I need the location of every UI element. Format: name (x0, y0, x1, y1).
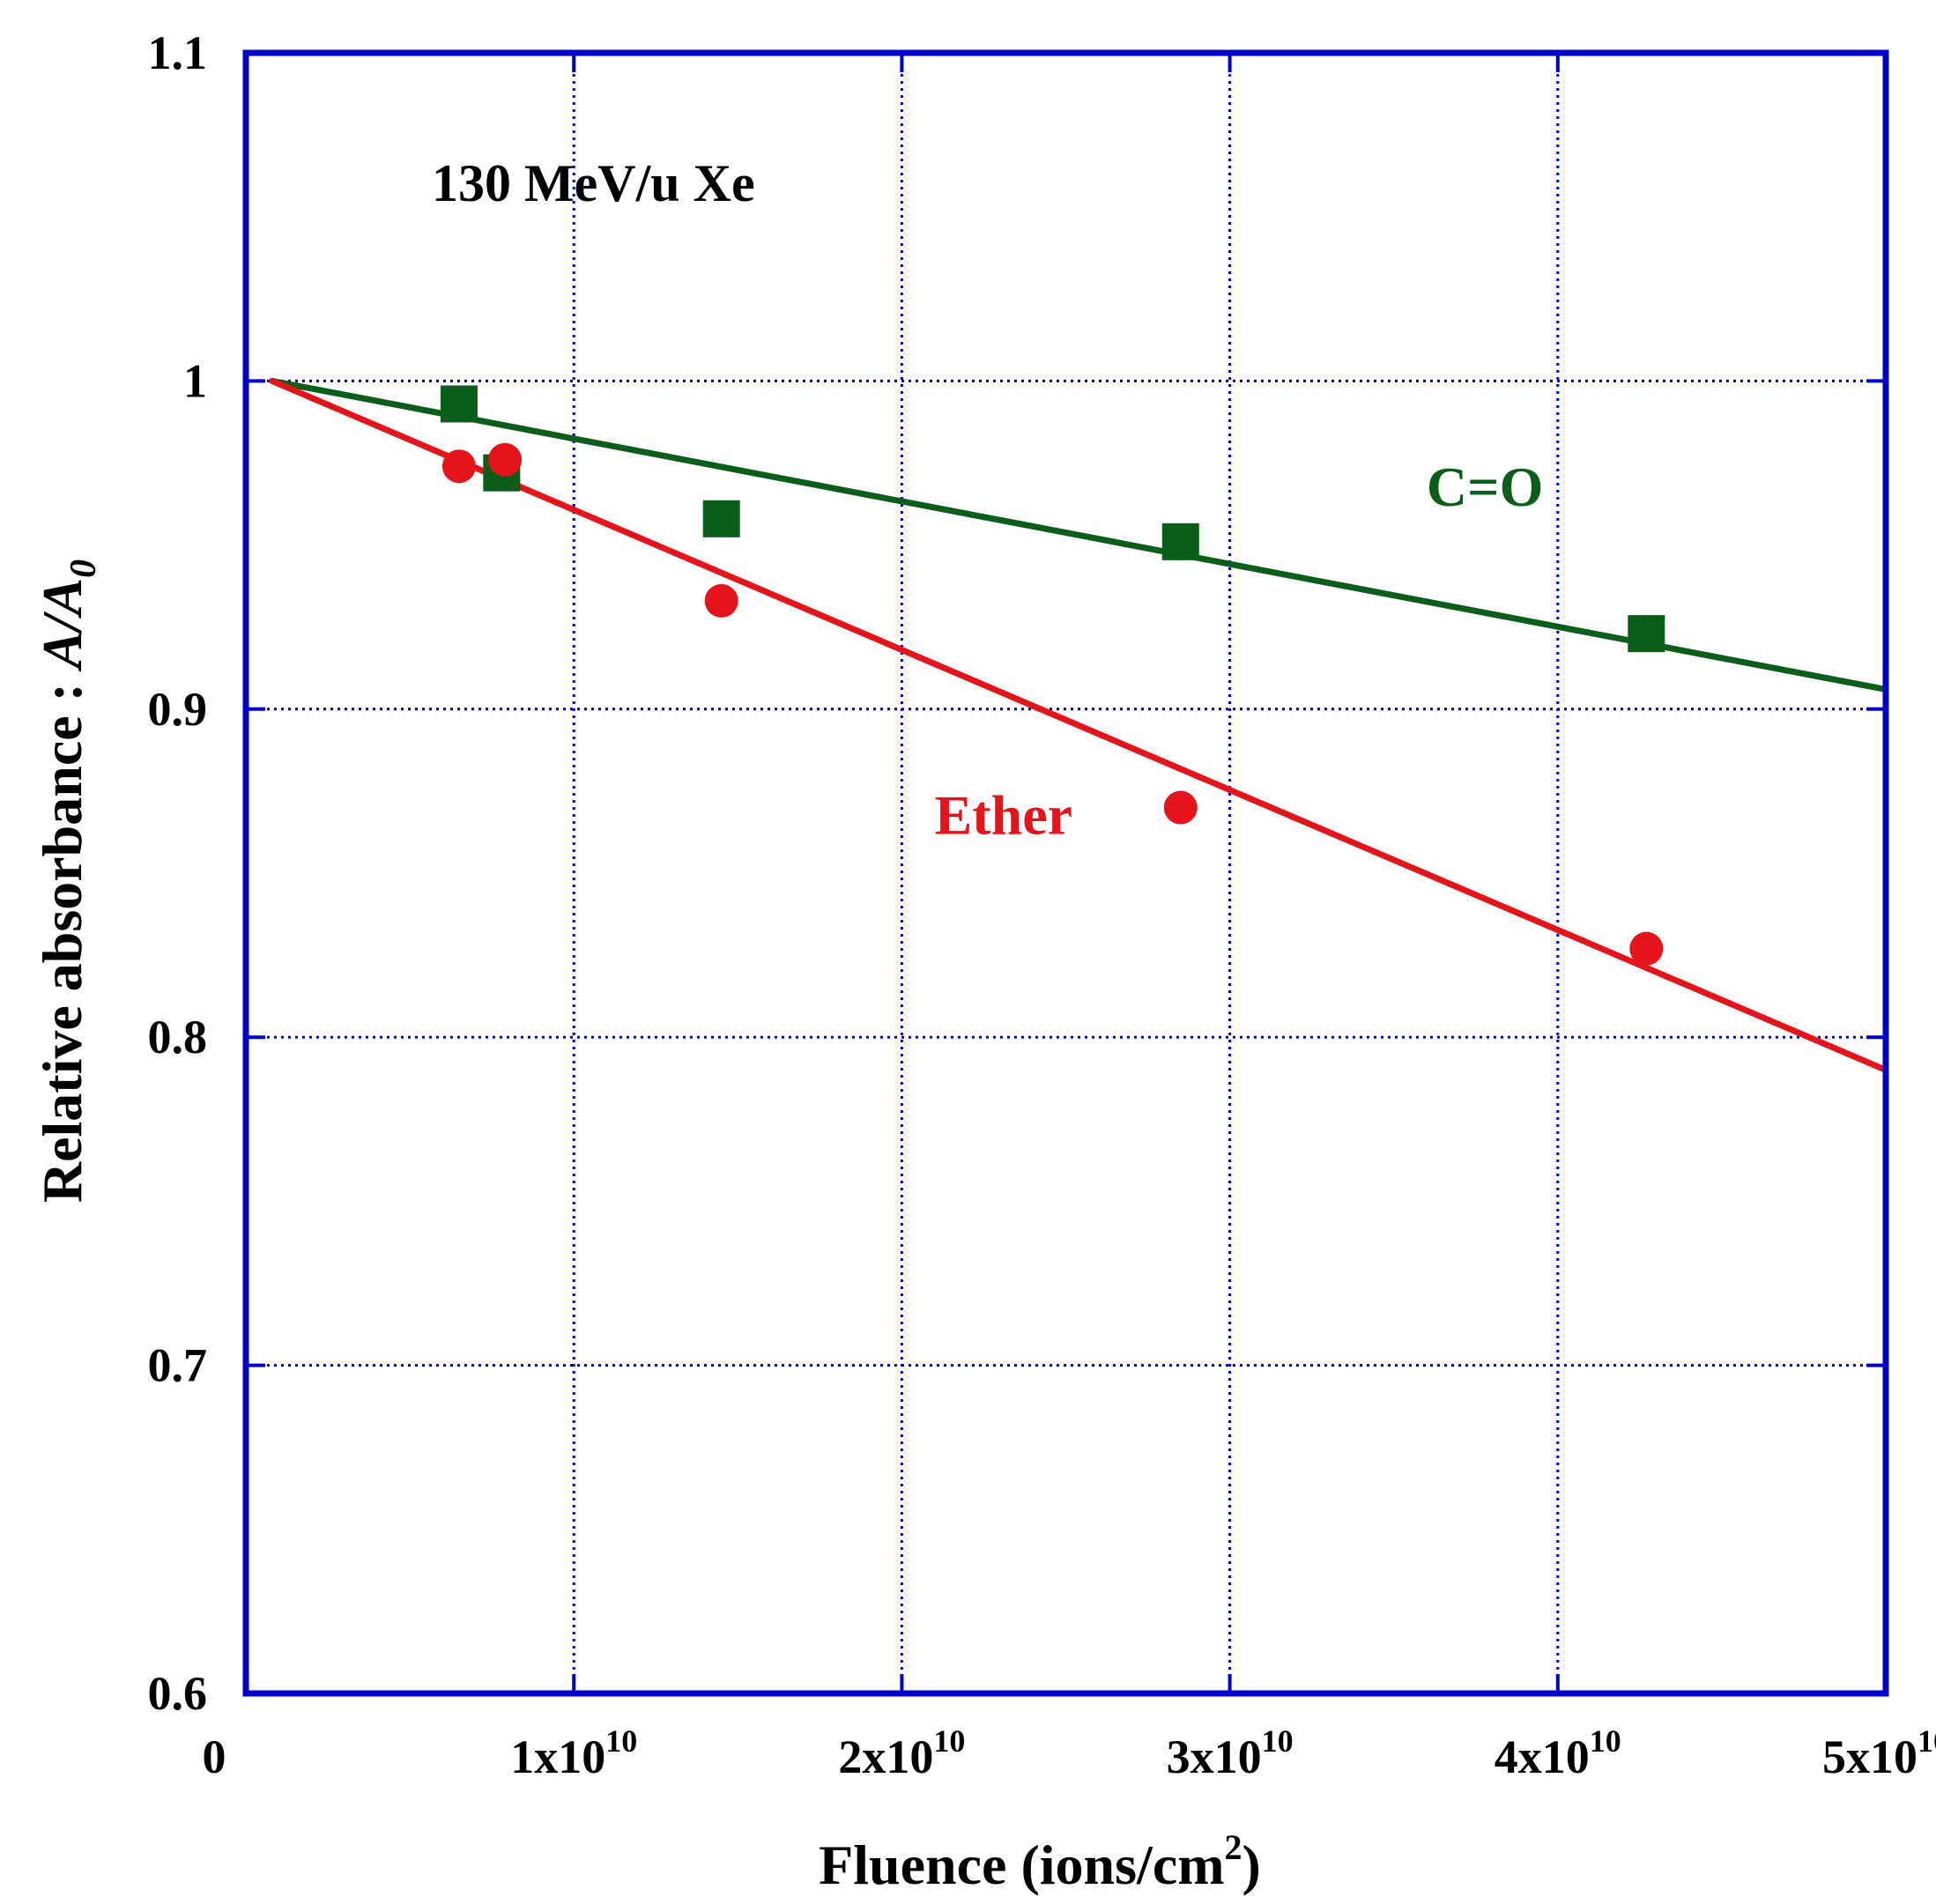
y-tick-label: 0.8 (148, 1011, 208, 1063)
x-tick-label-base: 4x10 (1495, 1730, 1590, 1783)
data-point-c-o (1628, 615, 1665, 653)
y-axis-label-sub: 0 (63, 559, 104, 578)
y-tick-label: 0.9 (148, 683, 208, 736)
data-points (440, 385, 1665, 966)
x-tick-label-exp: 10 (1262, 1723, 1294, 1759)
data-point-c-o (702, 500, 740, 537)
x-tick-label-base: 3x10 (1167, 1730, 1262, 1783)
x-tick-label-exp: 10 (605, 1723, 637, 1759)
x-tick-label-exp: 10 (1917, 1723, 1936, 1759)
x-tick-label-exp: 10 (1590, 1723, 1621, 1759)
y-axis-label-italic: A/A (31, 578, 93, 672)
x-tick-label: 1x1010 (510, 1723, 637, 1783)
data-point-c-o (440, 385, 478, 423)
plot-frame (242, 49, 1889, 1697)
series-labels: C=O Ether (935, 456, 1544, 846)
y-tick-label: 1 (183, 354, 207, 407)
y-axis-label-main: Relative absorbance : (31, 669, 93, 1203)
fit-line-c-o (269, 377, 1889, 693)
x-axis-label-close: ) (1242, 1834, 1261, 1896)
y-tick-label: 0.6 (148, 1667, 208, 1720)
x-axis-label-sup: 2 (1225, 1827, 1242, 1867)
data-point-c-o (1161, 522, 1199, 560)
y-tick-label: 1.1 (148, 26, 208, 79)
x-tick-label: 3x1010 (1167, 1723, 1294, 1783)
data-point-ether (488, 442, 523, 477)
x-axis-label: Fluence (ions/cm2) (819, 1827, 1261, 1896)
chart-annotation: 130 MeV/u Xe (432, 154, 755, 212)
y-axis-label: Relative absorbance : A/A0 (31, 559, 104, 1203)
fit-lines (269, 377, 1889, 1073)
y-tick-labels: 0.6 0.7 0.8 0.9 1 1.1 (148, 26, 208, 1720)
grid-lines (246, 53, 1886, 1693)
x-tick-label: 2x1010 (838, 1723, 965, 1783)
y-tick-label: 0.7 (148, 1339, 208, 1392)
x-tick-label-base: 2x10 (838, 1730, 933, 1783)
x-tick-label: 4x1010 (1495, 1723, 1621, 1783)
data-point-ether (441, 449, 476, 484)
x-tick-label: 0 (203, 1730, 226, 1783)
x-tick-labels: 01x10102x10103x10104x10105x1010 (203, 1723, 1936, 1783)
x-axis-label-main: Fluence (ions/cm (819, 1834, 1224, 1896)
fit-line-ether (269, 377, 1889, 1073)
x-tick-label-base: 0 (203, 1730, 226, 1783)
x-tick-label: 5x1010 (1822, 1723, 1936, 1783)
data-point-ether (704, 583, 738, 618)
x-tick-label-base: 1x10 (510, 1730, 605, 1783)
series-label-ether: Ether (935, 783, 1072, 846)
data-point-ether (1163, 790, 1198, 825)
x-tick-label-base: 5x10 (1822, 1730, 1917, 1783)
x-tick-label-exp: 10 (933, 1723, 965, 1759)
data-point-ether (1629, 931, 1664, 966)
series-label-c-o: C=O (1427, 456, 1543, 518)
